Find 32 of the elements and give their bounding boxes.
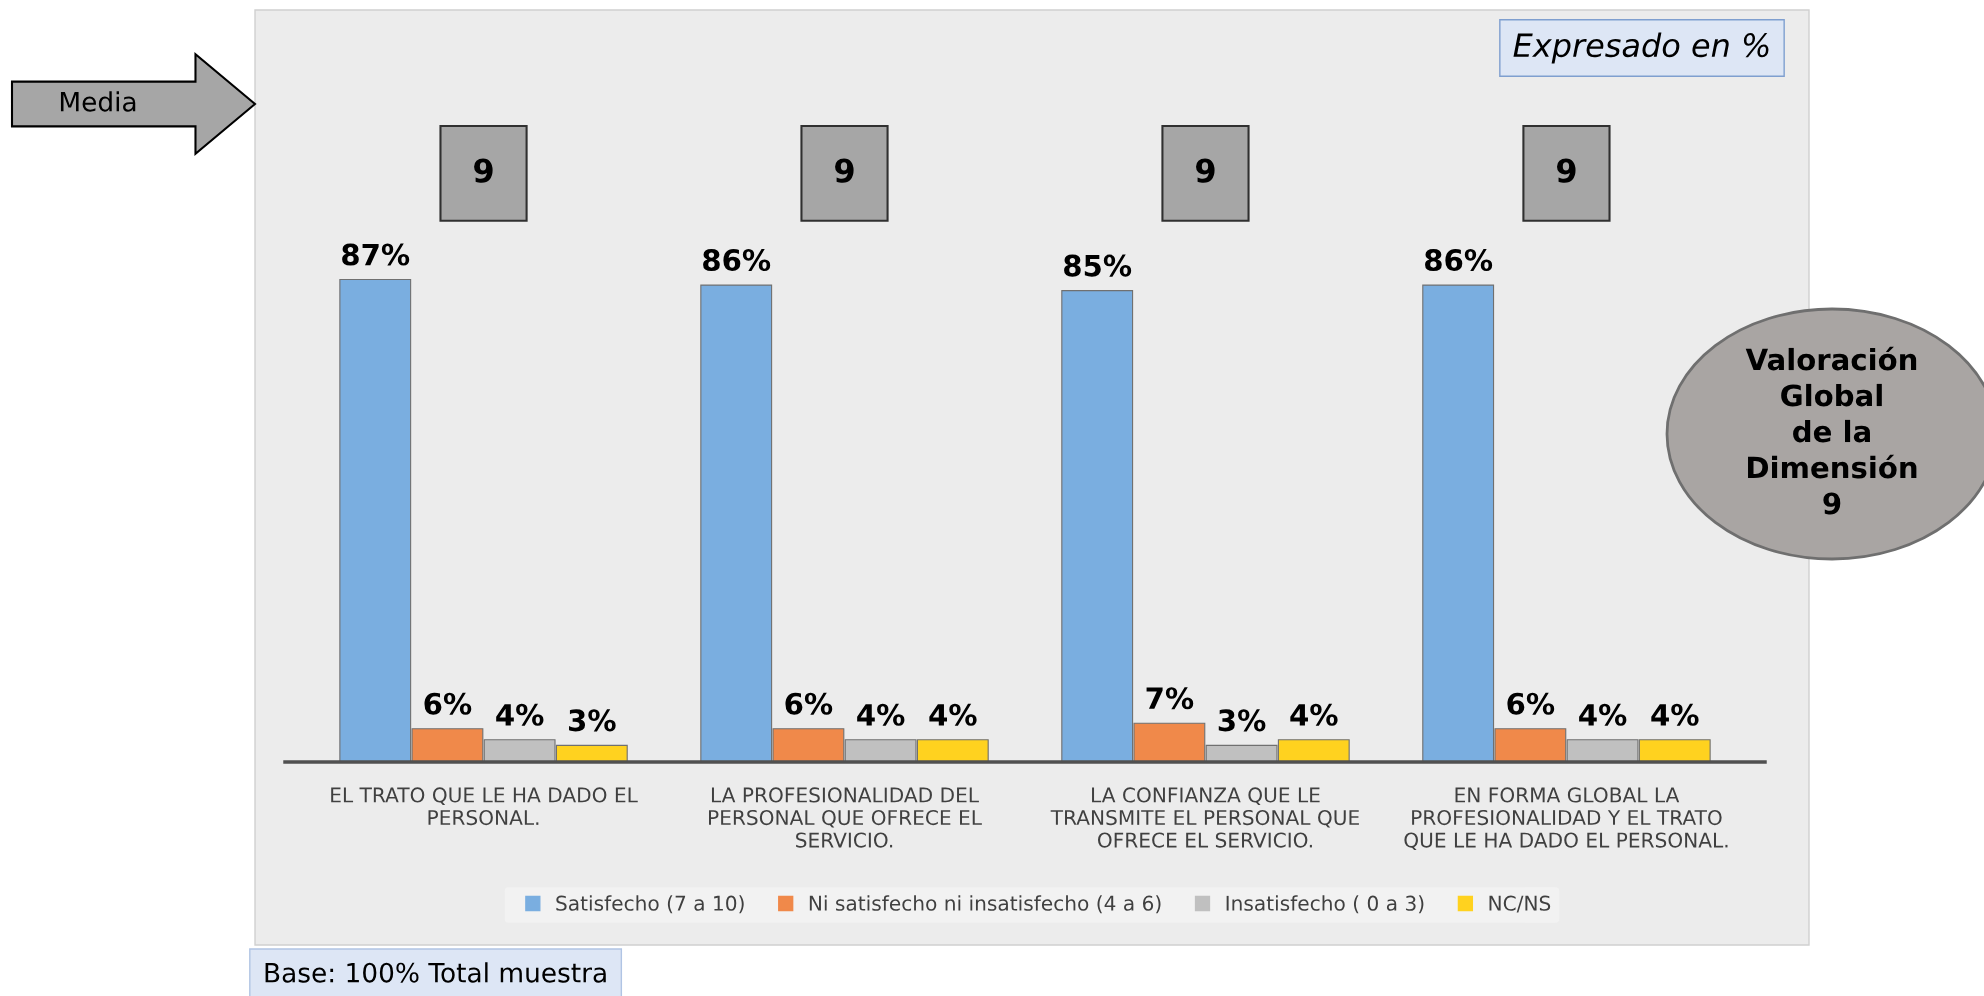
data-label: 4% [929, 703, 977, 726]
text: 9 [474, 158, 493, 183]
text: 9 [835, 158, 854, 183]
data-label: 85% [1064, 254, 1132, 277]
text: 9 [1196, 158, 1215, 183]
text: 9 [1557, 158, 1576, 183]
data-label: 6% [785, 692, 833, 715]
x-tick-label: EN FORMA GLOBAL LA PROFESIONALIDAD Y EL TRATO QUE LE HA DADO EL PERSONAL. [1404, 787, 1728, 850]
data-label: 4% [1290, 703, 1338, 726]
legend-label: Ni satisfecho ni insatisfecho (4 a 6) [809, 895, 1161, 914]
data-label: 4% [496, 703, 544, 726]
data-label: 4% [857, 703, 905, 726]
data-label: 6% [1507, 692, 1555, 715]
annotation: Valoración Global de la Dimensión 9 [1745, 346, 1917, 515]
data-label: 6% [424, 692, 472, 715]
data-label: 86% [703, 249, 771, 272]
x-tick-label: LA PROFESIONALIDAD DEL PERSONAL QUE OFRECE EL SERVICIO. [709, 787, 982, 848]
text: Base: 100% Total muestra [265, 962, 606, 983]
data-label: 87% [342, 243, 410, 266]
legend-label: NC/NS [1489, 895, 1551, 913]
data-label: 86% [1425, 249, 1493, 272]
legend-label: Satisfecho (7 a 10) [556, 895, 744, 914]
text: Media [60, 91, 136, 112]
x-tick-label: LA CONFIANZA QUE LE TRANSMITE EL PERSONAL QUE OFRECE EL SERVICIO. [1050, 787, 1359, 848]
text: Expresado en % [1513, 32, 1769, 64]
data-label: 4% [1651, 703, 1699, 726]
data-label: 7% [1146, 687, 1194, 710]
data-label: 3% [569, 709, 616, 732]
legend-label: Insatisfecho ( 0 a 3) [1226, 895, 1424, 914]
data-label: 3% [1218, 709, 1266, 732]
data-label: 4% [1579, 703, 1627, 726]
x-tick-label: EL TRATO QUE LE HA DADO EL PERSONAL. [331, 787, 638, 826]
